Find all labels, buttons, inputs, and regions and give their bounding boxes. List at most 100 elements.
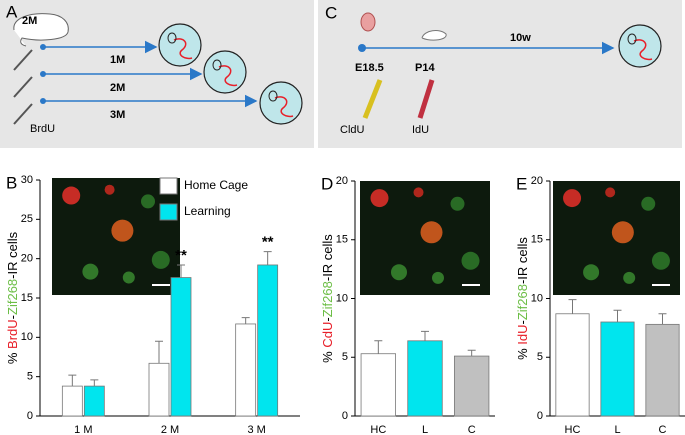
y-tick-label: 20 <box>531 175 543 187</box>
bar <box>257 264 279 417</box>
bar <box>600 321 635 417</box>
bar <box>83 385 105 417</box>
bar <box>645 323 680 417</box>
y-tick-label: 10 <box>336 292 348 304</box>
mouse-icon <box>13 13 69 47</box>
x-tick-label: HC <box>565 424 581 435</box>
cell <box>420 221 443 244</box>
marker-label: BrdU <box>30 123 55 135</box>
x-tick-label: C <box>468 424 476 435</box>
duration-label: 10w <box>510 32 531 44</box>
syringes <box>13 49 33 125</box>
cell <box>583 264 600 281</box>
panel-label: B <box>6 173 17 192</box>
bar <box>61 385 83 417</box>
legend-label: Home Cage <box>184 178 248 192</box>
panel-label: E <box>516 174 527 193</box>
y-axis-label: % IdU-Zif268-IR cells <box>515 237 530 360</box>
y-tick-label: 10 <box>21 331 33 343</box>
y-tick-label: 15 <box>336 234 348 246</box>
x-tick-label: 2 M <box>161 424 179 435</box>
y-tick-label: 20 <box>336 175 348 187</box>
cell <box>432 271 444 284</box>
cell <box>62 186 81 205</box>
y-label-part: -IR cells <box>320 234 335 281</box>
syringe <box>362 79 383 119</box>
y-label-part: BrdU <box>5 319 20 349</box>
panel-label: D <box>321 174 333 193</box>
cell <box>611 221 634 244</box>
marker-label: CldU <box>340 124 365 136</box>
cell <box>461 251 480 270</box>
y-tick-label: 0 <box>342 410 348 422</box>
x-tick-label: 1 M <box>74 424 92 435</box>
y-tick-label: 25 <box>21 213 33 225</box>
y-tick-label: 5 <box>537 351 543 363</box>
error-bar <box>467 349 476 357</box>
bar <box>170 277 192 417</box>
y-tick-label: 5 <box>342 351 348 363</box>
y-tick-label: 15 <box>21 292 33 304</box>
y-tick-label: 20 <box>21 253 33 265</box>
marker-label: IdU <box>412 124 429 136</box>
cell <box>605 187 616 198</box>
cell <box>413 187 424 198</box>
y-label-part: Zif268 <box>5 279 20 315</box>
cell <box>82 263 99 280</box>
embryo-icon <box>360 12 376 32</box>
panel-background <box>318 0 682 148</box>
neuron-icon <box>618 24 662 68</box>
y-tick-label: 0 <box>537 410 543 422</box>
y-label-part: % <box>515 345 530 360</box>
cell <box>623 271 636 284</box>
micrograph <box>360 181 490 295</box>
bar <box>407 340 443 417</box>
cell <box>391 264 407 281</box>
cell <box>151 250 170 269</box>
y-tick-label: 30 <box>21 174 33 186</box>
error-bar <box>90 379 99 387</box>
timepoint-label: P14 <box>415 62 435 74</box>
y-label-part: % <box>320 348 335 363</box>
significance: ** <box>262 234 274 251</box>
arrows <box>43 40 258 108</box>
error-bar <box>68 374 77 387</box>
x-tick-label: 3 M <box>247 424 265 435</box>
x-tick-label: L <box>614 424 620 435</box>
y-label-part: - <box>515 320 530 324</box>
cell <box>104 184 115 195</box>
bar <box>453 355 490 417</box>
cell <box>122 271 135 284</box>
cell <box>141 194 155 209</box>
timepoint-label: E18.5 <box>355 62 384 74</box>
y-label-part: - <box>320 317 335 321</box>
error-bar <box>177 264 185 278</box>
y-label-part: Zif268 <box>320 281 335 317</box>
y-axis-label: % BrdU-Zif268-IR cells <box>5 231 20 364</box>
error-bar <box>658 313 667 325</box>
panel-label: C <box>325 3 337 22</box>
error-bar <box>263 251 272 265</box>
y-label-part: IdU <box>515 325 530 345</box>
error-bar <box>374 340 383 354</box>
x-tick-label: HC <box>370 424 386 435</box>
neuron-icons <box>158 23 303 125</box>
legend-label: Learning <box>184 204 231 218</box>
micrograph <box>553 181 680 295</box>
y-tick-label: 5 <box>27 371 33 383</box>
age-label: 2M <box>22 15 37 27</box>
cell <box>563 189 582 208</box>
cell <box>651 251 670 270</box>
cell <box>370 189 389 208</box>
error-bar <box>613 309 622 322</box>
y-axis-label: % CdU-Zif268-IR cells <box>320 234 335 363</box>
bar <box>235 323 257 417</box>
y-label-part: - <box>5 315 20 319</box>
error-bar <box>421 330 429 341</box>
panel-a: A 2M 1M 2M 3M BrdU <box>0 0 314 148</box>
syringe <box>417 79 435 119</box>
bar <box>360 353 397 417</box>
error-bar <box>568 299 577 314</box>
x-tick-label: L <box>422 424 428 435</box>
